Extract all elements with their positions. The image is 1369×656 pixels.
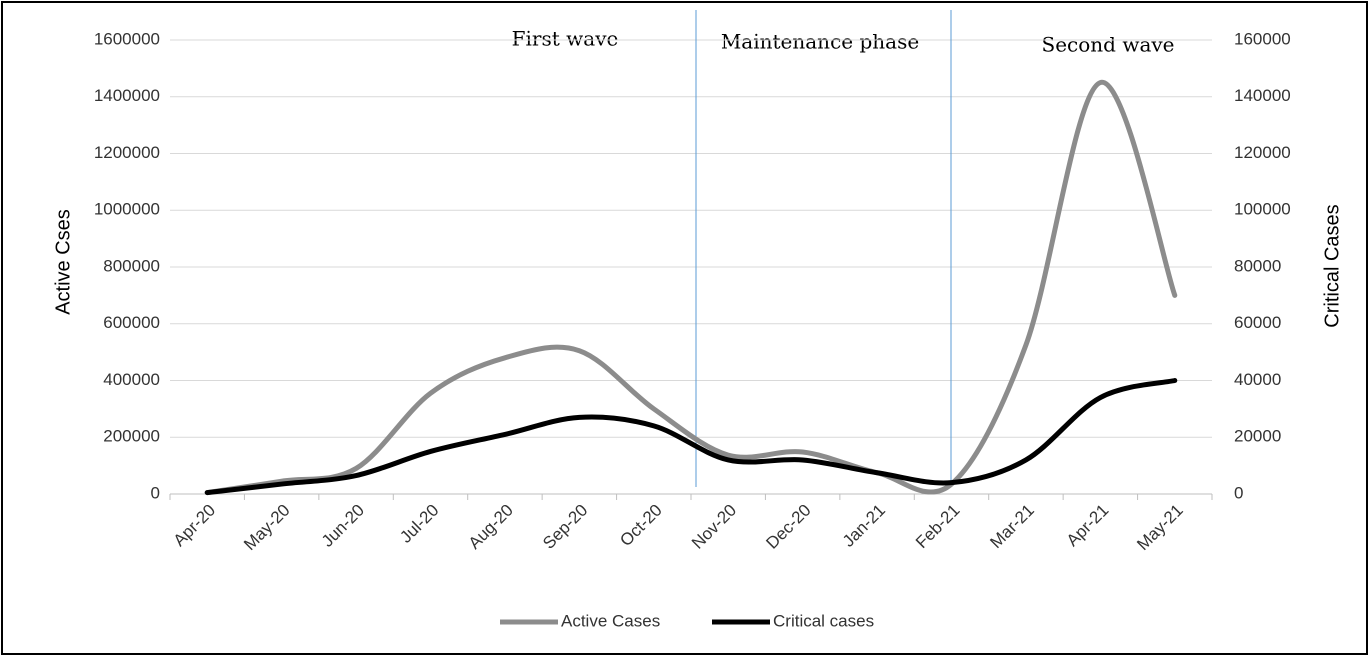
line xyxy=(204,378,1178,496)
y-axis-title: Active Cses xyxy=(52,209,74,315)
y-tick-label: 1400000 xyxy=(94,86,160,105)
annotation: First wave xyxy=(512,27,619,51)
y-tick-label: 600000 xyxy=(103,313,160,332)
y2-tick-label: 40000 xyxy=(1234,370,1281,389)
y2-tick-label: 0 xyxy=(1234,483,1243,502)
annotation: Maintenance phase xyxy=(721,30,919,54)
y-tick-label: 400000 xyxy=(103,370,160,389)
y2-tick-label: 60000 xyxy=(1234,313,1281,332)
y2-tick-label: 140000 xyxy=(1234,86,1291,105)
y2-tick-label: 80000 xyxy=(1234,256,1281,275)
y-tick-label: 1000000 xyxy=(94,200,160,219)
y2-axis-title: Critical Cases xyxy=(1321,204,1343,327)
y-tick-label: 800000 xyxy=(103,256,160,275)
y-tick-label: 1200000 xyxy=(94,143,160,162)
annotation: Second wave xyxy=(1042,33,1175,57)
y2-tick-label: 120000 xyxy=(1234,143,1291,162)
y-tick-label: 200000 xyxy=(103,427,160,446)
y2-tick-label: 160000 xyxy=(1234,29,1291,48)
legend-label: Active Cases xyxy=(561,611,660,630)
y2-tick-label: 20000 xyxy=(1234,427,1281,446)
y-tick-label: 1600000 xyxy=(94,29,160,48)
y-tick-label: 0 xyxy=(151,483,160,502)
y2-tick-label: 100000 xyxy=(1234,200,1291,219)
legend-label: Critical cases xyxy=(773,611,874,630)
line xyxy=(204,80,1178,496)
